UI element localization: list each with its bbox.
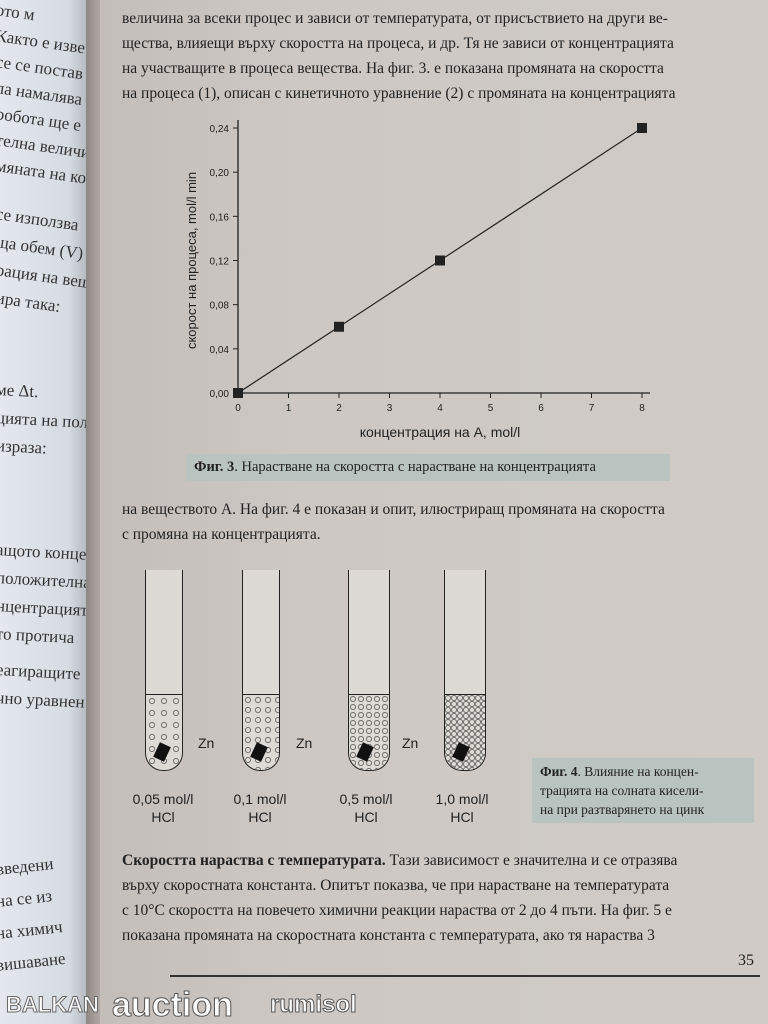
- text: Тази зависимост е значителна и се отразя…: [385, 852, 678, 869]
- data-point: [435, 255, 445, 266]
- left-page-line: то протича: [0, 624, 75, 648]
- zn-label: Zn: [402, 735, 419, 751]
- text-line: Скоростта нараства с температурата. Тази…: [122, 848, 756, 873]
- bold-lead: Скоростта нараства с температурата.: [122, 852, 386, 869]
- caption-text: трацията на солната кисели-: [540, 783, 704, 798]
- y-tick-label: 0,08: [210, 301, 230, 312]
- left-page: ото м Както е изве се се постав ла намалява…: [0, 0, 86, 1024]
- x-tick-label: 4: [437, 403, 443, 414]
- left-page-line: израза:: [0, 436, 48, 458]
- y-tick-label: 0,00: [210, 389, 230, 400]
- test-tube: [444, 570, 486, 771]
- left-page-line: положителна ве: [0, 568, 86, 593]
- x-axis-label: концентрация на А, mol/l: [360, 424, 521, 440]
- left-page-line: цията на полу: [0, 408, 86, 433]
- concentration: 0,5 mol/l: [339, 791, 393, 807]
- footer-rule: [170, 975, 760, 977]
- acid-name: HCl: [248, 809, 272, 825]
- y-tick-label: 0,16: [210, 212, 230, 223]
- x-tick-label: 8: [639, 403, 645, 414]
- text-line: щества, влияещи върху скоростта на проце…: [122, 35, 674, 52]
- text-line: с 10°C скоростта на повечето химични реа…: [122, 902, 672, 919]
- text-line: величина за всеки процес и зависи от тем…: [122, 10, 668, 27]
- x-tick-label: 2: [336, 403, 342, 414]
- temperature-paragraph: Скоростта нараства с температурата. Тази…: [122, 848, 756, 948]
- acid-solution: [349, 694, 389, 770]
- left-page-line: введени: [0, 854, 55, 879]
- tube-label: 0,05 mol/l HCl: [118, 790, 208, 826]
- left-page-line: на се из: [0, 886, 53, 911]
- test-tube: [348, 570, 390, 771]
- acid-name: HCl: [450, 809, 474, 825]
- left-page-line: ща обем (V): [0, 232, 85, 264]
- concentration: 0,1 mol/l: [233, 791, 287, 807]
- left-page-line: рация на вещ: [0, 260, 86, 293]
- mid-paragraph: на веществото А. На фиг. 4 е показан и о…: [122, 497, 756, 547]
- series-line: [237, 127, 643, 394]
- left-page-line: ме Δt.: [0, 380, 39, 402]
- text-line: на процеса (1), описан с кинетичното ура…: [122, 85, 676, 102]
- text-line: върху скоростната константа. Опитът пока…: [122, 877, 670, 894]
- y-tick-label: 0,20: [210, 168, 230, 179]
- x-tick-label: 6: [538, 403, 544, 414]
- caption-text: . Влияние на концен-: [577, 764, 699, 779]
- figure-4-caption: Фиг. 4. Влияние на концен-трацията на со…: [532, 758, 754, 823]
- acid-solution: [445, 694, 485, 770]
- figure-3-chart: 0 1 2 3 4 5 6 7 8 0,00 0,04 0,08 0,12 0,16 0,20 0,24 кон…: [184, 120, 650, 440]
- y-tick-label: 0,04: [210, 345, 230, 356]
- book-gutter: [86, 0, 102, 1024]
- right-page: величина за всеки процес и зависи от тем…: [100, 0, 768, 1024]
- text-line: на веществото А. На фиг. 4 е показан и о…: [122, 501, 665, 518]
- left-page-line: чно уравнен: [0, 688, 86, 712]
- test-tube: [242, 570, 280, 771]
- y-axis-label: скорост на процеса, mol/l min: [184, 172, 199, 349]
- caption-label: Фиг. 3: [194, 459, 235, 475]
- acid-name: HCl: [354, 809, 378, 825]
- acid-name: HCl: [151, 809, 175, 825]
- zn-label: Zn: [296, 735, 313, 751]
- y-tick-label: 0,12: [210, 257, 230, 268]
- data-point: [334, 321, 344, 332]
- tube-label: 0,5 mol/l HCl: [321, 790, 411, 826]
- text-line: на участващите в процеса вещества. На фи…: [122, 60, 664, 77]
- concentration: 1,0 mol/l: [435, 791, 489, 807]
- left-page-line: нцентрацията, с: [0, 596, 86, 621]
- x-tick-label: 1: [286, 403, 292, 414]
- tube-label: 0,1 mol/l HCl: [215, 790, 305, 826]
- left-page-line: на химич: [0, 917, 64, 943]
- x-tick-label: 7: [589, 403, 595, 414]
- y-tick-label: 0,24: [210, 124, 230, 135]
- left-page-line: вишаване: [0, 948, 67, 975]
- x-tick-label: 3: [387, 403, 393, 414]
- page-number: 35: [738, 952, 754, 969]
- left-page-line: робота ще е: [0, 104, 83, 135]
- text-line: с промяна на концентрацията.: [122, 526, 321, 543]
- left-page-line: ира така:: [0, 288, 62, 316]
- text-line: показана промяната на скоростната конста…: [122, 927, 655, 944]
- x-tick-label: 5: [488, 403, 494, 414]
- intro-paragraph: величина за всеки процес и зависи от тем…: [122, 6, 756, 106]
- data-point: [233, 388, 243, 398]
- x-tick-label: 0: [235, 403, 241, 414]
- test-tube: [145, 570, 183, 771]
- left-page-line: се използва: [0, 204, 80, 235]
- left-page-line: ла намалява: [0, 78, 84, 110]
- caption-label: Фиг. 4: [540, 764, 578, 779]
- left-page-line: еагиращите: [0, 660, 81, 684]
- left-page-line: ащото концен: [0, 540, 86, 565]
- data-point: [637, 123, 647, 133]
- tube-label: 1,0 mol/l HCl: [417, 790, 507, 826]
- concentration: 0,05 mol/l: [132, 791, 194, 807]
- caption-text: на при разтварянето на цинк: [540, 802, 705, 817]
- figure-3-caption: Фиг. 3. Нарастване на скоростта с нараст…: [186, 454, 670, 481]
- zn-label: Zn: [198, 735, 215, 751]
- caption-text: . Нарастване на скоростта с нарастване н…: [234, 459, 596, 475]
- left-page-line: ото м: [0, 0, 37, 25]
